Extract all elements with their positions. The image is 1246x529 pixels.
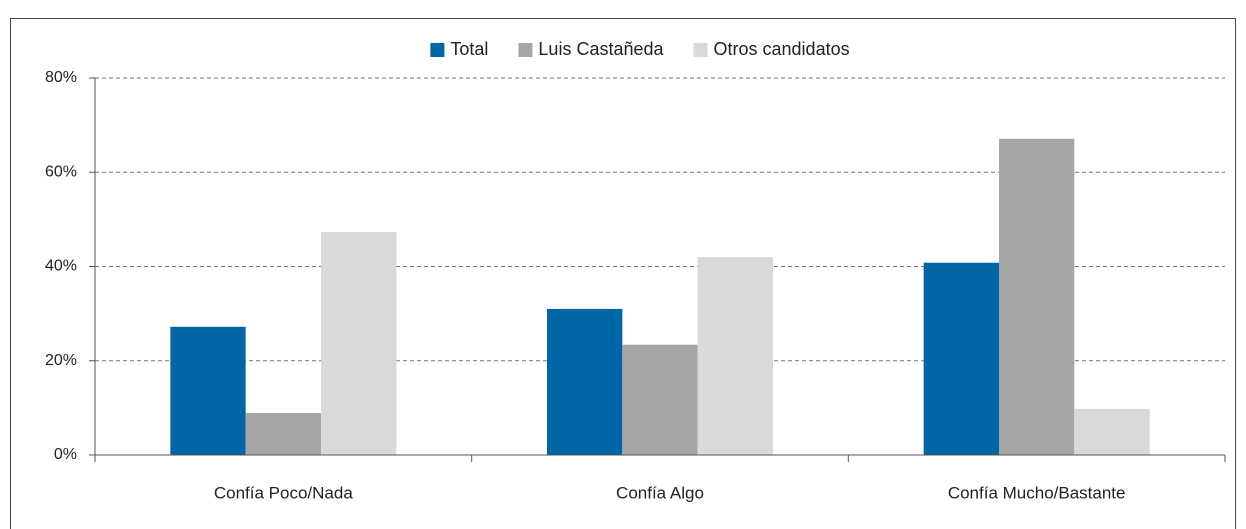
bar	[321, 232, 397, 455]
bar	[697, 257, 773, 455]
bar	[547, 308, 623, 455]
y-tick-label: 40%	[45, 258, 77, 275]
legend-swatch	[518, 43, 533, 57]
y-tick-label: 60%	[45, 163, 77, 180]
legend-label: Otros candidatos	[714, 39, 850, 59]
bar	[923, 262, 999, 455]
bar	[622, 344, 698, 455]
x-tick-label: Confía Poco/Nada	[214, 483, 353, 502]
y-tick-label: 0%	[54, 446, 77, 463]
legend-label: Total	[450, 39, 488, 59]
x-tick-label: Confía Algo	[616, 483, 704, 502]
legend-swatch	[430, 43, 445, 57]
x-tick-label: Confía Mucho/Bastante	[948, 483, 1126, 502]
legend-swatch	[693, 43, 708, 57]
bar	[999, 138, 1075, 455]
y-tick-label: 80%	[45, 69, 77, 86]
legend-label: Luis Castañeda	[538, 39, 664, 59]
bar	[1074, 408, 1150, 455]
bar	[245, 413, 321, 455]
y-tick-label: 20%	[45, 352, 77, 369]
bar	[170, 326, 246, 455]
